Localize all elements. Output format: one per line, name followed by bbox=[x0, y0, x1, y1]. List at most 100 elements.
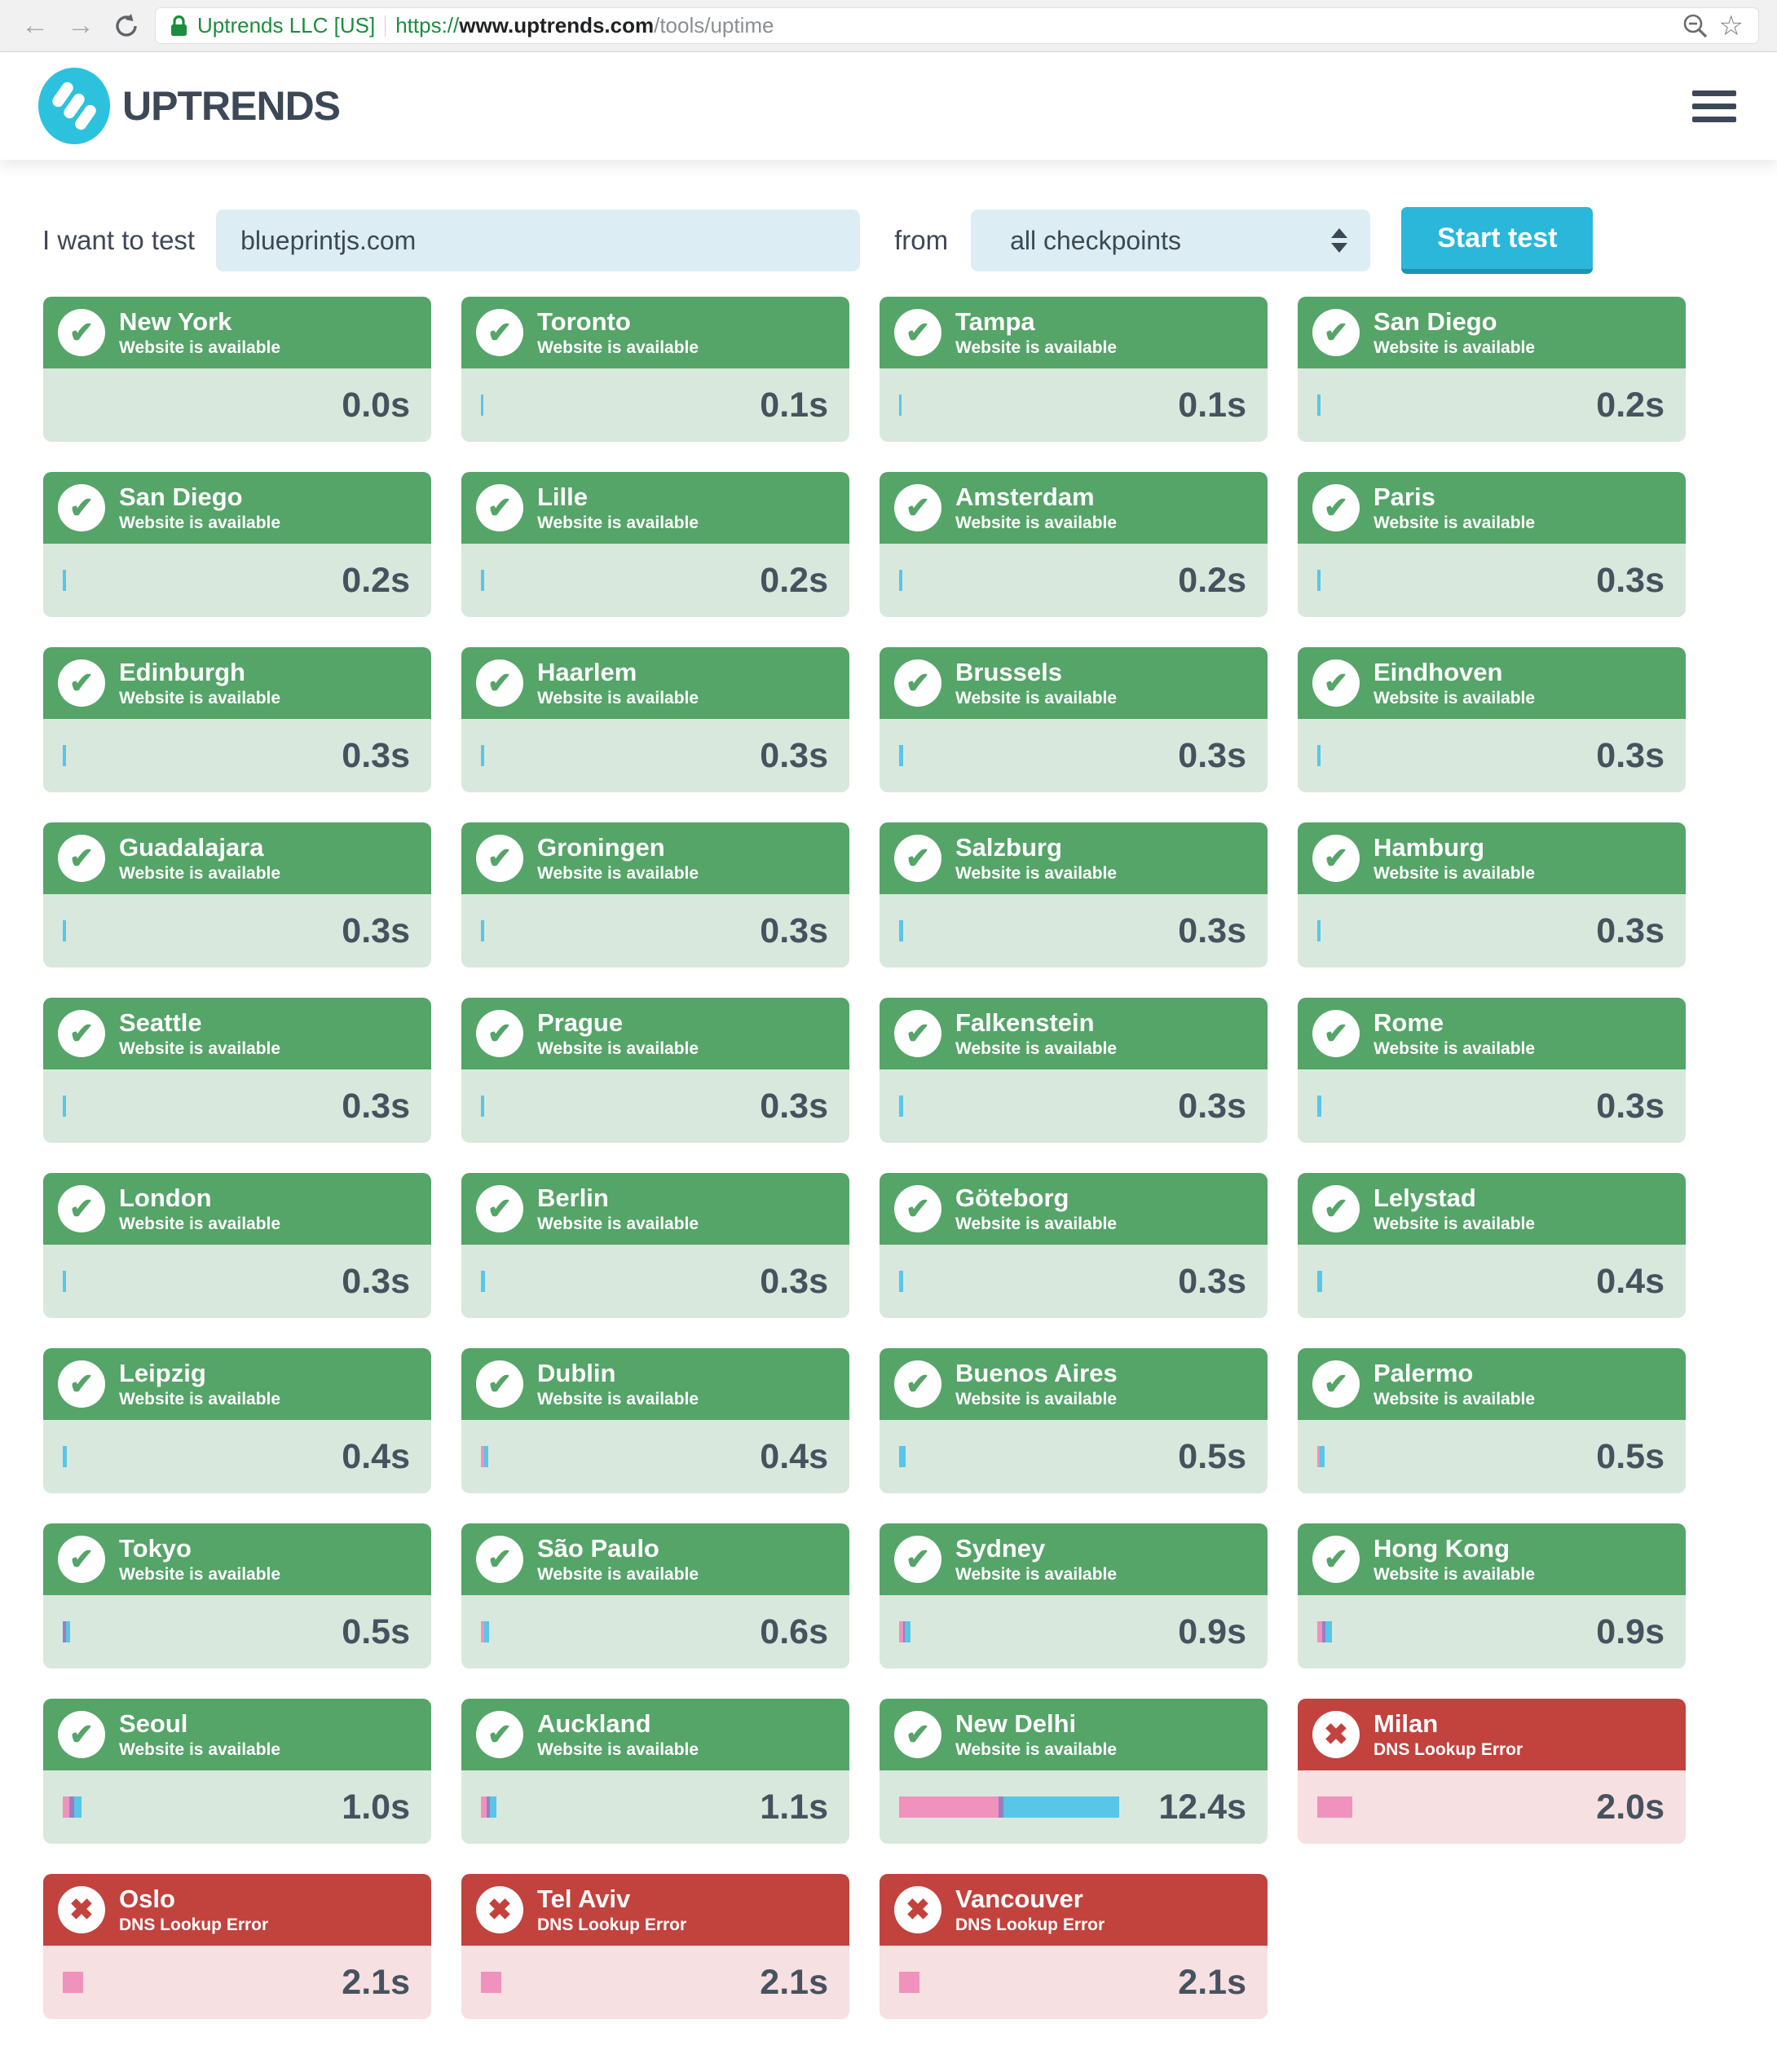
card-body: 2.0s bbox=[1298, 1770, 1686, 1844]
status-text: DNS Lookup Error bbox=[119, 1915, 269, 1934]
checkpoint-card: ✔ London Website is available 0.3s bbox=[43, 1173, 431, 1318]
response-time: 0.3s bbox=[1596, 1086, 1665, 1126]
status-text: Website is available bbox=[537, 1739, 699, 1759]
status-text: Website is available bbox=[119, 1564, 281, 1584]
card-header: ✔ Seattle Website is available bbox=[43, 998, 431, 1069]
status-text: Website is available bbox=[1374, 513, 1536, 532]
check-icon: ✔ bbox=[894, 309, 941, 356]
card-header: ✔ Berlin Website is available bbox=[461, 1173, 849, 1245]
checkpoint-card: ✔ Paris Website is available 0.3s bbox=[1298, 472, 1686, 617]
card-body: 0.4s bbox=[43, 1420, 431, 1493]
card-body: 0.4s bbox=[461, 1420, 849, 1493]
response-time: 0.1s bbox=[1178, 385, 1246, 425]
card-header: ✖ Vancouver DNS Lookup Error bbox=[880, 1874, 1268, 1946]
city-name: Berlin bbox=[537, 1184, 609, 1213]
status-text: Website is available bbox=[537, 513, 699, 532]
timing-bar-segment-blue bbox=[481, 920, 484, 941]
card-header: ✔ New York Website is available bbox=[43, 297, 431, 368]
card-header: ✔ Göteborg Website is available bbox=[880, 1173, 1268, 1245]
back-icon[interactable]: ← bbox=[21, 10, 49, 41]
card-body: 0.3s bbox=[43, 894, 431, 968]
card-header: ✔ Hamburg Website is available bbox=[1298, 822, 1686, 894]
url-host: www.uptrends.com bbox=[459, 13, 655, 37]
checkpoint-grid: ✔ New York Website is available 0.0s ✔ T… bbox=[0, 297, 1777, 2019]
timing-bar-segment-blue bbox=[481, 570, 484, 591]
timing-bar-segment-purple bbox=[999, 1796, 1003, 1818]
card-body: 0.3s bbox=[880, 1245, 1268, 1318]
uptrends-logo[interactable]: UPTRENDS bbox=[37, 67, 341, 145]
timing-bar-segment-purple bbox=[63, 1621, 66, 1642]
check-icon: ✔ bbox=[894, 659, 941, 707]
timing-bar bbox=[63, 745, 342, 766]
card-body: 0.3s bbox=[43, 719, 431, 792]
city-name: Lille bbox=[537, 483, 589, 512]
card-header: ✔ Paris Website is available bbox=[1298, 472, 1686, 544]
checkpoint-select[interactable]: all checkpoints bbox=[971, 209, 1371, 271]
timing-bar-segment-blue bbox=[63, 1271, 66, 1292]
timing-bar-segment-pink bbox=[1317, 1446, 1320, 1467]
timing-bar-segment-blue bbox=[63, 1096, 66, 1117]
checkpoint-card: ✔ New York Website is available 0.0s bbox=[43, 297, 431, 442]
response-time: 0.3s bbox=[760, 735, 828, 775]
card-header: ✔ Brussels Website is available bbox=[880, 647, 1268, 719]
timing-bar-segment-blue bbox=[899, 745, 903, 766]
timing-bar-segment-blue bbox=[481, 1096, 484, 1117]
start-test-button[interactable]: Start test bbox=[1401, 207, 1594, 274]
city-name: Seoul bbox=[119, 1709, 188, 1739]
checkpoint-card: ✔ Guadalajara Website is available 0.3s bbox=[43, 822, 431, 968]
checkpoint-card: ✔ San Diego Website is available 0.2s bbox=[1298, 297, 1686, 442]
timing-bar-segment-pink bbox=[899, 1972, 919, 1993]
test-form: I want to test from all checkpoints Star… bbox=[42, 207, 1735, 274]
card-body: 0.0s bbox=[43, 368, 431, 442]
timing-bar bbox=[481, 920, 760, 941]
check-icon: ✔ bbox=[58, 1360, 105, 1408]
timing-bar-segment-purple bbox=[1322, 1621, 1325, 1642]
ev-certificate-name: Uptrends LLC [US] bbox=[197, 13, 376, 37]
url-scheme: https:// bbox=[395, 13, 460, 37]
card-body: 0.1s bbox=[461, 368, 849, 442]
card-body: 0.9s bbox=[1298, 1595, 1686, 1669]
check-icon: ✔ bbox=[58, 1010, 105, 1057]
checkpoint-card: ✔ Auckland Website is available 1.1s bbox=[461, 1699, 849, 1844]
check-icon: ✔ bbox=[476, 484, 523, 531]
card-header: ✔ San Diego Website is available bbox=[1298, 297, 1686, 368]
checkpoint-card: ✔ Salzburg Website is available 0.3s bbox=[880, 822, 1268, 968]
zoom-out-icon[interactable] bbox=[1682, 12, 1709, 40]
url-bar[interactable]: Uptrends LLC [US] https://www.uptrends.c… bbox=[155, 7, 1759, 44]
card-header: ✔ Buenos Aires Website is available bbox=[880, 1348, 1268, 1420]
bookmark-star-icon[interactable]: ☆ bbox=[1718, 10, 1744, 42]
city-name: Tokyo bbox=[119, 1534, 192, 1563]
response-time: 0.3s bbox=[760, 1261, 828, 1301]
check-icon: ✔ bbox=[894, 835, 941, 882]
timing-bar bbox=[1317, 1096, 1596, 1117]
card-header: ✔ Salzburg Website is available bbox=[880, 822, 1268, 894]
status-text: Website is available bbox=[119, 863, 281, 883]
response-time: 0.3s bbox=[342, 1086, 410, 1126]
lock-icon bbox=[171, 15, 187, 36]
response-time: 0.3s bbox=[1178, 910, 1246, 950]
menu-icon[interactable] bbox=[1689, 86, 1740, 127]
reload-icon[interactable] bbox=[109, 13, 143, 39]
card-header: ✔ Tampa Website is available bbox=[880, 297, 1268, 368]
card-header: ✔ Groningen Website is available bbox=[461, 822, 849, 894]
response-time: 0.4s bbox=[1596, 1261, 1665, 1301]
city-name: Seattle bbox=[119, 1008, 202, 1038]
city-name: Toronto bbox=[537, 307, 631, 337]
card-body: 0.3s bbox=[461, 894, 849, 968]
city-name: Buenos Aires bbox=[955, 1359, 1118, 1388]
card-header: ✔ Falkenstein Website is available bbox=[880, 998, 1268, 1069]
response-time: 0.9s bbox=[1596, 1611, 1665, 1651]
city-name: Oslo bbox=[119, 1885, 175, 1914]
checkpoint-card: ✔ Göteborg Website is available 0.3s bbox=[880, 1173, 1268, 1318]
domain-input[interactable] bbox=[216, 209, 861, 271]
checkpoint-card: ✖ Milan DNS Lookup Error 2.0s bbox=[1298, 1699, 1686, 1844]
timing-bar-segment-blue bbox=[1317, 1096, 1321, 1117]
check-icon: ✔ bbox=[58, 1536, 105, 1583]
city-name: Vancouver bbox=[955, 1885, 1083, 1914]
forward-icon[interactable]: → bbox=[67, 10, 95, 41]
browser-chrome: ← → Uptrends LLC [US] https://www.uptren… bbox=[0, 0, 1777, 52]
response-time: 1.1s bbox=[760, 1787, 828, 1827]
check-icon: ✔ bbox=[1312, 1360, 1360, 1408]
timing-bar bbox=[899, 1621, 1178, 1642]
check-icon: ✔ bbox=[476, 309, 523, 356]
